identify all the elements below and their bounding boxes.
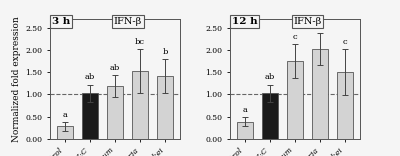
Bar xyxy=(57,126,73,139)
Text: IFN-β: IFN-β xyxy=(293,17,322,26)
Bar xyxy=(312,49,328,139)
Bar xyxy=(262,93,278,139)
Text: cd: cd xyxy=(315,22,325,30)
Text: ab: ab xyxy=(110,64,120,72)
Bar xyxy=(287,61,303,139)
Text: IFN-β: IFN-β xyxy=(114,17,142,26)
Text: c: c xyxy=(292,33,297,41)
Bar xyxy=(132,71,148,139)
Bar xyxy=(237,122,253,139)
Text: 12 h: 12 h xyxy=(232,17,257,26)
Text: 3 h: 3 h xyxy=(52,17,70,26)
Text: ab: ab xyxy=(85,73,95,81)
Bar xyxy=(337,72,353,139)
Text: b: b xyxy=(162,48,168,56)
Text: a: a xyxy=(62,111,68,119)
Bar xyxy=(82,93,98,139)
Text: ab: ab xyxy=(265,73,275,81)
Bar xyxy=(157,76,173,139)
Text: c: c xyxy=(343,38,347,46)
Text: a: a xyxy=(242,106,247,114)
Bar xyxy=(107,86,123,139)
Text: bc: bc xyxy=(135,38,145,46)
Y-axis label: Normalized fold expression: Normalized fold expression xyxy=(12,16,21,142)
